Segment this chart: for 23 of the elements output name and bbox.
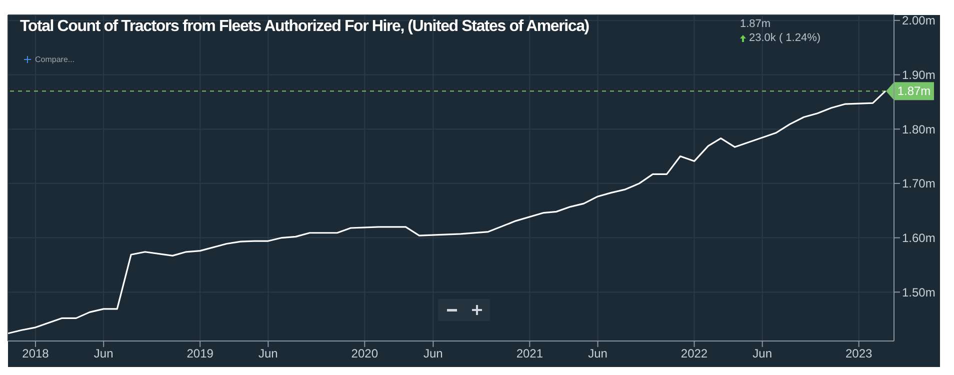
line-series [8,90,886,334]
x-tick-label: Jun [752,346,772,361]
x-tick-label: Jun [424,346,443,361]
x-tick-label: 2018 [22,346,50,361]
x-tick-label: 2020 [351,346,378,361]
annotation: 23.0k ( 1.24%) [749,31,821,45]
y-tick-label: 1.70m [902,176,936,191]
x-tick-label: Jun [258,346,278,361]
x-tick-label: 2019 [186,346,214,361]
x-tick-label: Jun [588,346,608,361]
y-tick-label: 1.60m [902,231,936,246]
ref-line-label: 1.87m [897,84,931,98]
x-tick-label: 2021 [516,346,544,361]
annotation: Compare... [35,55,75,64]
annotation: 1.87m [740,17,772,31]
y-tick-label: 1.50m [902,285,936,300]
y-tick-label: 1.90m [902,68,936,82]
y-tick-label: 1.80m [902,122,936,136]
x-tick-label: 2022 [680,346,708,361]
y-tick-label: 2.00m [902,14,936,28]
chart-title: Total Count of Tractors from Fleets Authorized For Hire, (United States of America) [20,18,589,36]
x-tick-label: 2023 [845,346,872,361]
x-tick-label: Jun [94,346,114,361]
